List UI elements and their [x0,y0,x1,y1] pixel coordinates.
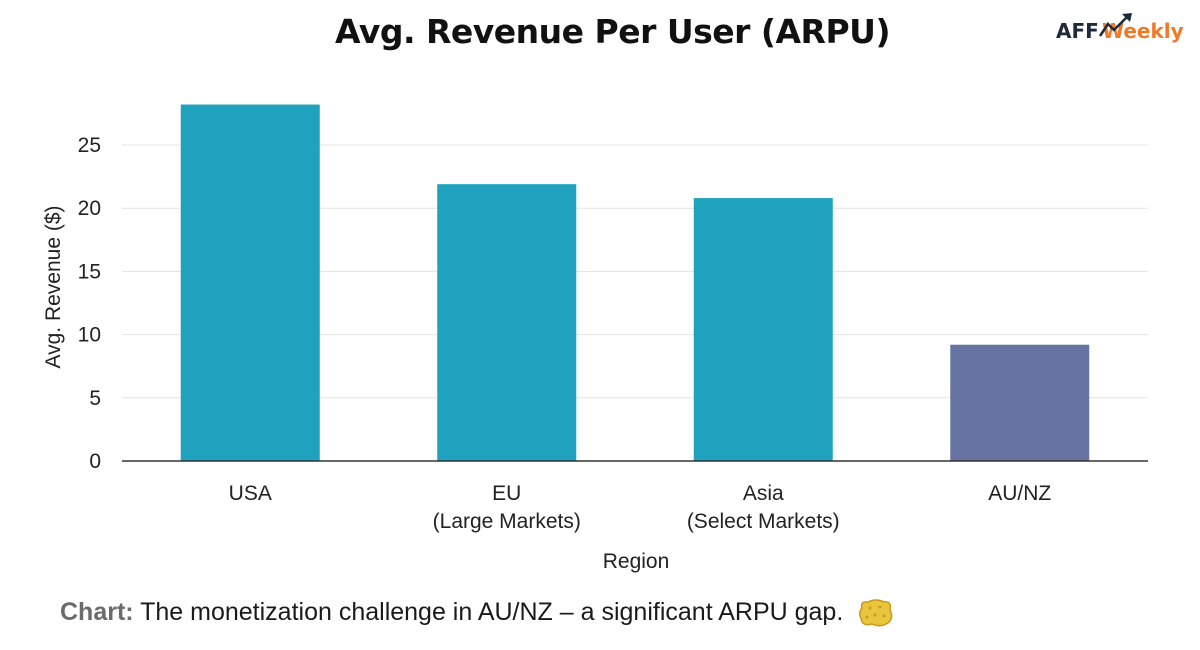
bar [180,104,320,461]
y-tick-label: 20 [78,197,101,220]
bar [950,344,1090,461]
x-tick-label: Asia [743,482,784,505]
bar-chart: 0 5 10 15 20 25 USA EU (Large Markets) Asia (Sele… [42,104,1148,573]
caption-lead: Chart: [60,598,134,626]
y-tick-label: 5 [89,387,101,410]
sponge-icon [859,599,893,627]
x-tick-label: USA [229,482,272,505]
x-tick-label: (Large Markets) [433,510,581,533]
svg-text:Weekly: Weekly [1102,19,1184,43]
bar [693,198,833,461]
bar [437,184,577,461]
x-axis-label: Region [603,550,670,573]
caption-text: The monetization challenge in AU/NZ – a … [140,598,844,626]
y-tick-label: 15 [78,260,101,283]
svg-text:AFF: AFF [1056,19,1099,43]
chart-title: Avg. Revenue Per User (ARPU) [334,12,891,51]
y-tick-label: 10 [78,324,101,347]
x-tick-label: (Select Markets) [687,510,840,533]
y-axis-label: Avg. Revenue ($) [42,205,65,368]
y-tick-label: 0 [89,450,101,473]
y-tick-label: 25 [78,134,101,157]
x-tick-label: AU/NZ [988,482,1051,505]
x-tick-label: EU [492,482,521,505]
chart-caption: Chart: The monetization challenge in AU/… [60,598,894,628]
aff-weekly-logo: AFF Weekly [1056,13,1184,43]
